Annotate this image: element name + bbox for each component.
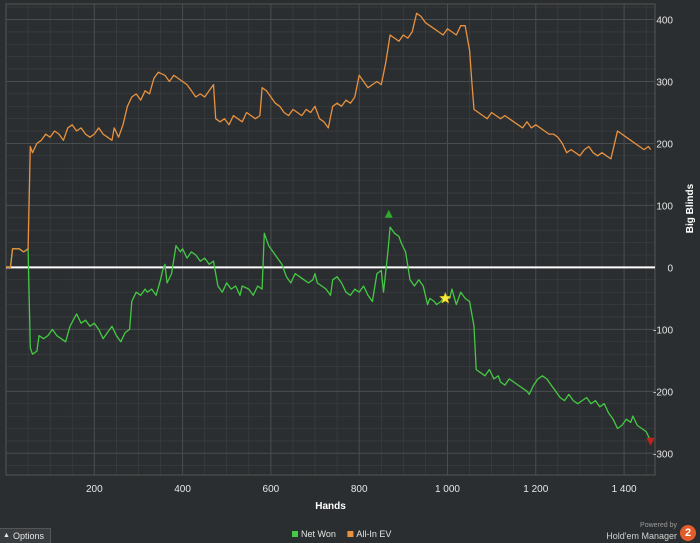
star-marker-icon (438, 291, 452, 304)
hem-logo-icon: 2 (680, 525, 696, 541)
caret-up-icon: ▲ (3, 532, 10, 539)
y-tick-label: 200 (656, 139, 673, 150)
x-tick-label: 1 000 (435, 484, 460, 495)
legend-label-all-in-ev: All-In EV (356, 529, 391, 539)
plot-area (5, 3, 656, 476)
max-marker-icon (384, 209, 393, 218)
y-tick-label: -100 (653, 325, 673, 336)
y-tick-label: 0 (667, 263, 673, 274)
legend-swatch-all-in-ev (347, 531, 354, 537)
legend-swatch-net-won (292, 531, 298, 537)
powered-by-text: Powered by (640, 522, 677, 529)
y-tick-label: 100 (656, 201, 673, 212)
x-tick-label: 200 (86, 484, 103, 495)
min-marker-icon (646, 437, 655, 446)
series-line-all-in-ev (6, 12, 652, 269)
x-tick-label: 400 (174, 484, 191, 495)
brand-badge: Powered by Hold'em Manager 2 (606, 521, 696, 541)
x-tick-label: 600 (263, 484, 280, 495)
y-tick-label: -300 (653, 449, 673, 460)
legend-label-net-won: Net Won (301, 529, 336, 539)
y-tick-label: 400 (656, 15, 673, 26)
x-tick-label: 800 (351, 484, 368, 495)
x-tick-label: 1 200 (523, 484, 548, 495)
brand-text: Powered by Hold'em Manager (606, 521, 677, 541)
y-tick-label: -200 (653, 387, 673, 398)
product-name: Hold'em Manager (606, 531, 677, 541)
x-axis-title: Hands (315, 501, 346, 512)
options-label: Options (12, 531, 44, 541)
x-tick-label: 1 400 (612, 484, 637, 495)
series-line-net-won (6, 226, 652, 442)
options-button[interactable]: ▲ Options (0, 528, 51, 543)
y-tick-label: 300 (656, 77, 673, 88)
y-axis-title: Big Blinds (685, 183, 696, 233)
